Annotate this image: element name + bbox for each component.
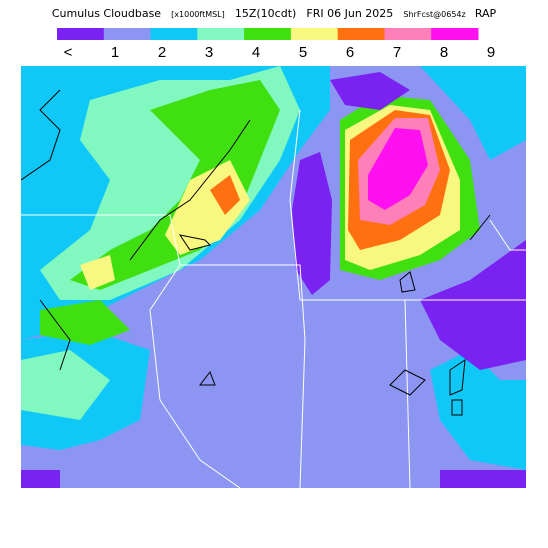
valid-time: 15Z(10cdt) [235, 7, 296, 20]
legend-label: 5 [299, 44, 307, 61]
region [368, 128, 428, 210]
legend: <1 2 3 4 5 6 7 8 9 [57, 28, 495, 61]
legend-swatch [431, 28, 479, 40]
region [80, 255, 115, 290]
region [420, 66, 526, 160]
date: FRI 06 Jun 2025 [306, 7, 393, 20]
legend-label: 6 [346, 44, 354, 61]
contours [21, 89, 491, 416]
legend-label: 9 [487, 44, 495, 61]
legend-label: 4 [252, 44, 260, 61]
region [330, 72, 410, 110]
borders [21, 109, 526, 488]
legend-swatch [337, 28, 385, 40]
legend-label: 2 [158, 44, 166, 61]
region [420, 240, 526, 370]
map [21, 66, 526, 488]
region [430, 350, 526, 470]
legend-swatch [384, 28, 432, 40]
legend-label: 8 [440, 44, 448, 61]
legend-swatch [244, 28, 292, 40]
model: RAP [475, 7, 497, 20]
legend-swatch [103, 28, 152, 40]
region [21, 350, 110, 420]
region [210, 175, 240, 215]
region [292, 152, 332, 295]
legend-swatch [197, 28, 245, 40]
title: Cumulus Cloudbase [52, 7, 161, 20]
legend-swatch [57, 28, 105, 40]
legend-swatch [150, 28, 198, 40]
title-line: Cumulus Cloudbase [x1000ftMSL] 15Z(10cdt… [52, 2, 497, 21]
legend-label: 1 [111, 44, 119, 61]
legend-swatch [290, 28, 339, 40]
legend-label: < [64, 44, 73, 61]
region [70, 80, 280, 290]
legend-label: 3 [205, 44, 213, 61]
region [21, 470, 526, 488]
legend-label: 7 [393, 44, 401, 61]
units: [x1000ftMSL] [171, 10, 225, 19]
forecast: ShrFcst@0654z [403, 10, 465, 19]
region [40, 300, 130, 345]
